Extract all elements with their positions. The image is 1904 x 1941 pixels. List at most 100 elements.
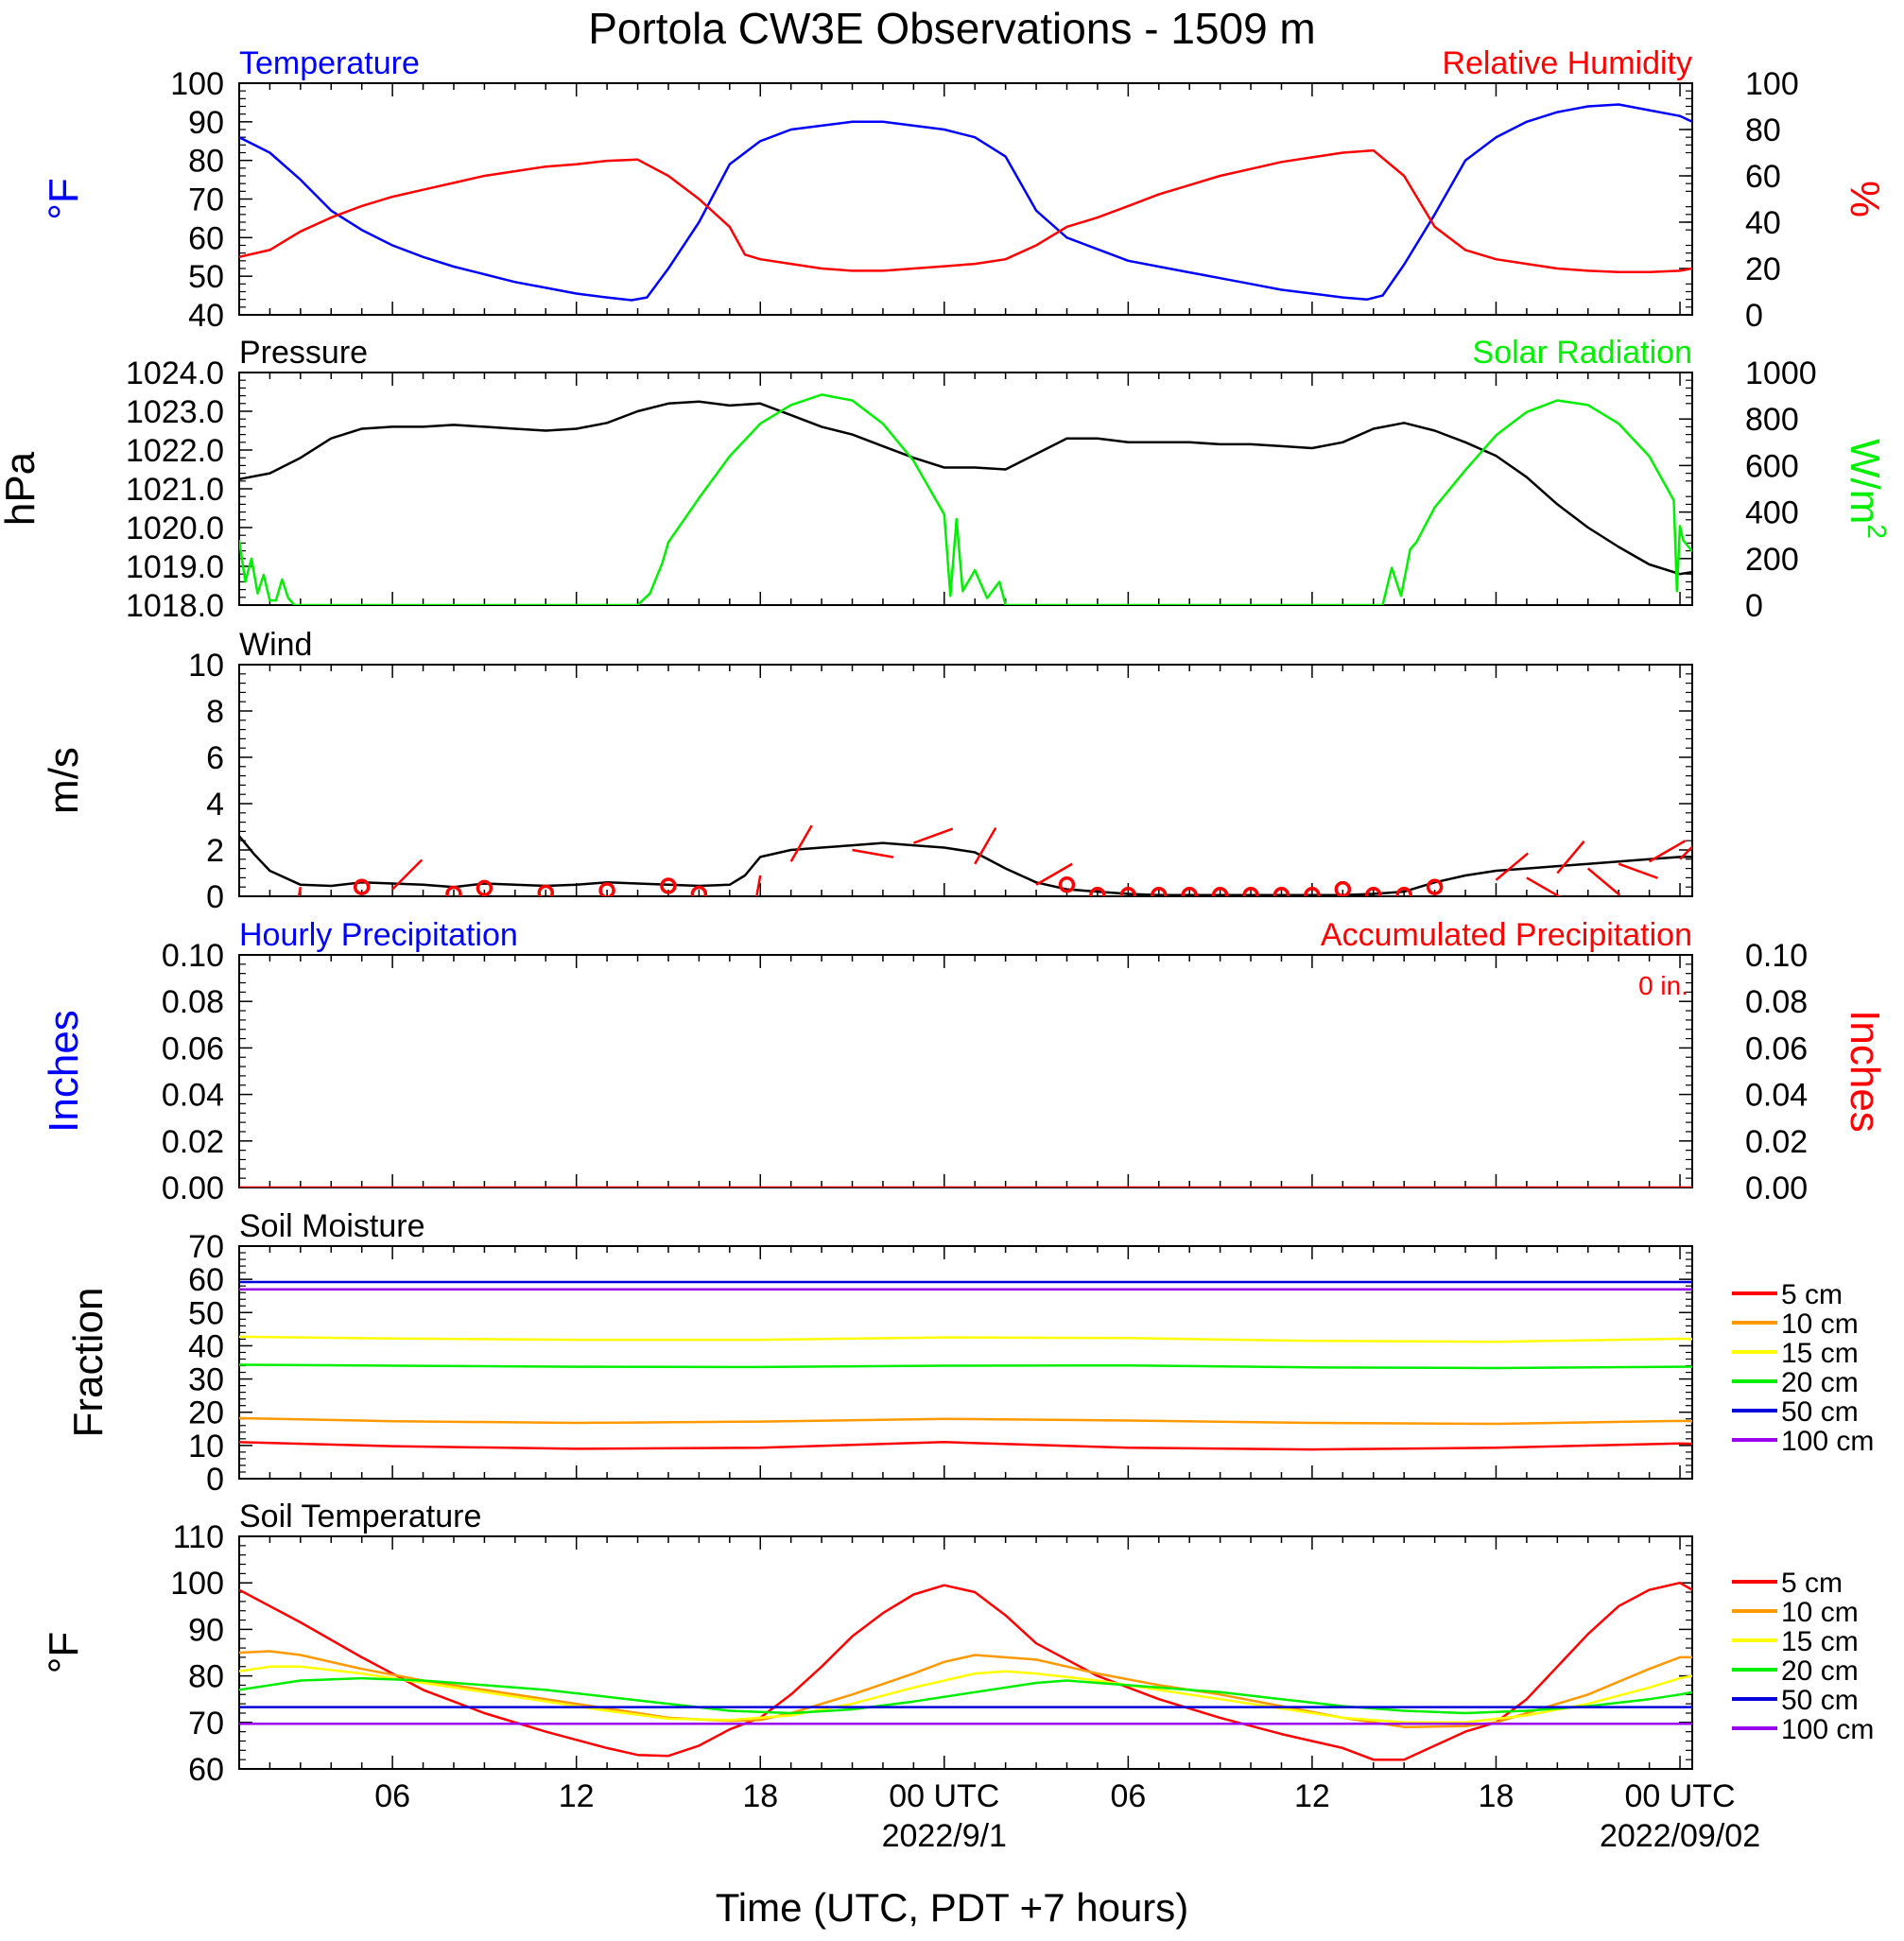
x-tick-label: 12: [559, 1778, 595, 1814]
series-line-wind: [239, 835, 1692, 896]
series-line-5-cm: [239, 1441, 1692, 1451]
wind-calm-marker: [1058, 876, 1076, 893]
y-tick-label-right: 600: [1745, 448, 1799, 484]
y-tick-label-right: 0: [1745, 588, 1763, 624]
y-tick-label-left: 50: [188, 259, 224, 295]
series-line-solar-radiation: [239, 393, 1692, 605]
series-line-20-cm: [239, 1676, 1692, 1715]
y-tick-label-left: 60: [188, 220, 224, 256]
wind-calm-marker: [1395, 887, 1412, 896]
wind-calm-marker: [1119, 887, 1137, 896]
y-tick-label-right: 0.06: [1745, 1031, 1808, 1066]
y-tick-label-right: 0.04: [1745, 1078, 1808, 1114]
y-tick-label-left: 2: [206, 833, 224, 869]
wind-barb: [1648, 840, 1687, 863]
y-tick-label-left: 60: [188, 1262, 224, 1298]
series-group: [239, 103, 1692, 302]
x-tick-label: 18: [742, 1778, 778, 1814]
y-tick-label-left: 70: [188, 182, 224, 218]
wind-calm-marker: [1272, 887, 1290, 896]
y-tick-label-left: 1018.0: [126, 588, 224, 624]
y-tick-label-left: 1022.0: [126, 433, 224, 469]
y-tick-label-left: 0.02: [162, 1124, 224, 1160]
y-tick-label-left: 4: [206, 787, 224, 823]
wind-calm-marker: [660, 877, 677, 894]
x-tick-label: 00 UTC: [1624, 1778, 1735, 1814]
series-line-pressure: [239, 400, 1692, 576]
y-tick-label-left: 0.10: [162, 938, 224, 974]
wind-barb: [297, 886, 303, 896]
legend-label: 100 cm: [1781, 1714, 1874, 1745]
y-tick-label-right: 1000: [1745, 355, 1817, 391]
series-line-10-cm: [239, 1650, 1692, 1728]
y-tick-label-right: 0.02: [1745, 1124, 1808, 1160]
y-tick-label-left: 110: [173, 1519, 224, 1555]
y-tick-label-left: 1023.0: [126, 394, 224, 430]
panel-pressure_solar: 1018.01019.01020.01021.01022.01023.01024…: [0, 335, 1892, 624]
y-tick-label-left: 0: [206, 1462, 224, 1498]
y-tick-label-right: 0.10: [1745, 938, 1808, 974]
wind-barb: [1586, 867, 1621, 896]
y-tick-label-right: 60: [1745, 159, 1781, 195]
y-tick-label-left: 1019.0: [126, 549, 224, 585]
y-tick-label-right: 40: [1745, 205, 1781, 241]
x-date-label: 2022/09/02: [1600, 1818, 1760, 1854]
x-axis-title: Time (UTC, PDT +7 hours): [716, 1885, 1189, 1930]
legend-label: 50 cm: [1781, 1685, 1859, 1716]
x-tick-label: 12: [1294, 1778, 1330, 1814]
wind-calm-marker: [537, 884, 555, 896]
y-tick-label-left: 50: [188, 1295, 224, 1331]
series-line-15-cm: [239, 1665, 1692, 1724]
panel-left-title: Soil Temperature: [239, 1499, 481, 1534]
panel-left-title: Hourly Precipitation: [239, 917, 518, 953]
wind-calm-marker: [690, 885, 708, 896]
wind-calm-marker: [1426, 878, 1444, 895]
y-tick-label-right: 20: [1745, 251, 1781, 287]
y-axis-label-left: Fraction: [65, 1288, 112, 1438]
wind-calm-marker: [1089, 887, 1106, 896]
y-tick-label-left: 1020.0: [126, 511, 224, 546]
wind-barb: [1679, 845, 1692, 860]
legend-label: 10 cm: [1781, 1308, 1859, 1340]
legend-label: 50 cm: [1781, 1396, 1859, 1428]
panel-frame: [238, 664, 1693, 897]
y-tick-label-right: 100: [1745, 66, 1799, 102]
legend-label: 20 cm: [1781, 1655, 1859, 1687]
y-tick-label-right: 0.08: [1745, 984, 1808, 1020]
y-axis-label-left: °F: [41, 1632, 87, 1673]
series-line-relative-humidity: [239, 148, 1692, 273]
y-tick-label-left: 0: [206, 879, 224, 915]
x-tick-label: 06: [1110, 1778, 1146, 1814]
x-tick-label: 06: [374, 1778, 410, 1814]
panel-left-title: Soil Moisture: [239, 1208, 425, 1244]
y-axis-label-left: hPa: [0, 451, 43, 526]
y-tick-label-right: 800: [1745, 402, 1799, 438]
wind-barb: [391, 858, 424, 891]
series-group: [239, 1280, 1692, 1451]
wind-barb: [1035, 862, 1073, 886]
x-tick-label: 00 UTC: [889, 1778, 999, 1814]
y-tick-label-left: 0.04: [162, 1078, 224, 1114]
y-tick-label-right: 80: [1745, 113, 1781, 148]
panel-right-title: Accumulated Precipitation: [1321, 917, 1692, 953]
y-axis-label-left: Inches: [41, 1010, 87, 1133]
y-tick-label-left: 6: [206, 740, 224, 776]
y-axis-label-left: °F: [41, 178, 87, 219]
chart-title: Portola CW3E Observations - 1509 m: [588, 4, 1316, 53]
y-tick-label-left: 0.08: [162, 984, 224, 1020]
y-tick-label-left: 90: [188, 1612, 224, 1648]
y-axis-label-left: m/s: [41, 747, 87, 814]
wind-calm-marker: [1181, 887, 1198, 896]
y-tick-label-left: 40: [188, 1328, 224, 1364]
x-axis: 06 12 18 00 UTC 06 12 18 00 UTC 2022/9/1 2022/09/…: [374, 1778, 1760, 1854]
wind-calm-marker: [1365, 887, 1382, 896]
wind-calm-marker: [598, 882, 615, 896]
y-tick-label-left: 80: [188, 1659, 224, 1695]
legend-label: 100 cm: [1781, 1426, 1874, 1457]
y-tick-label-right: 400: [1745, 495, 1799, 531]
